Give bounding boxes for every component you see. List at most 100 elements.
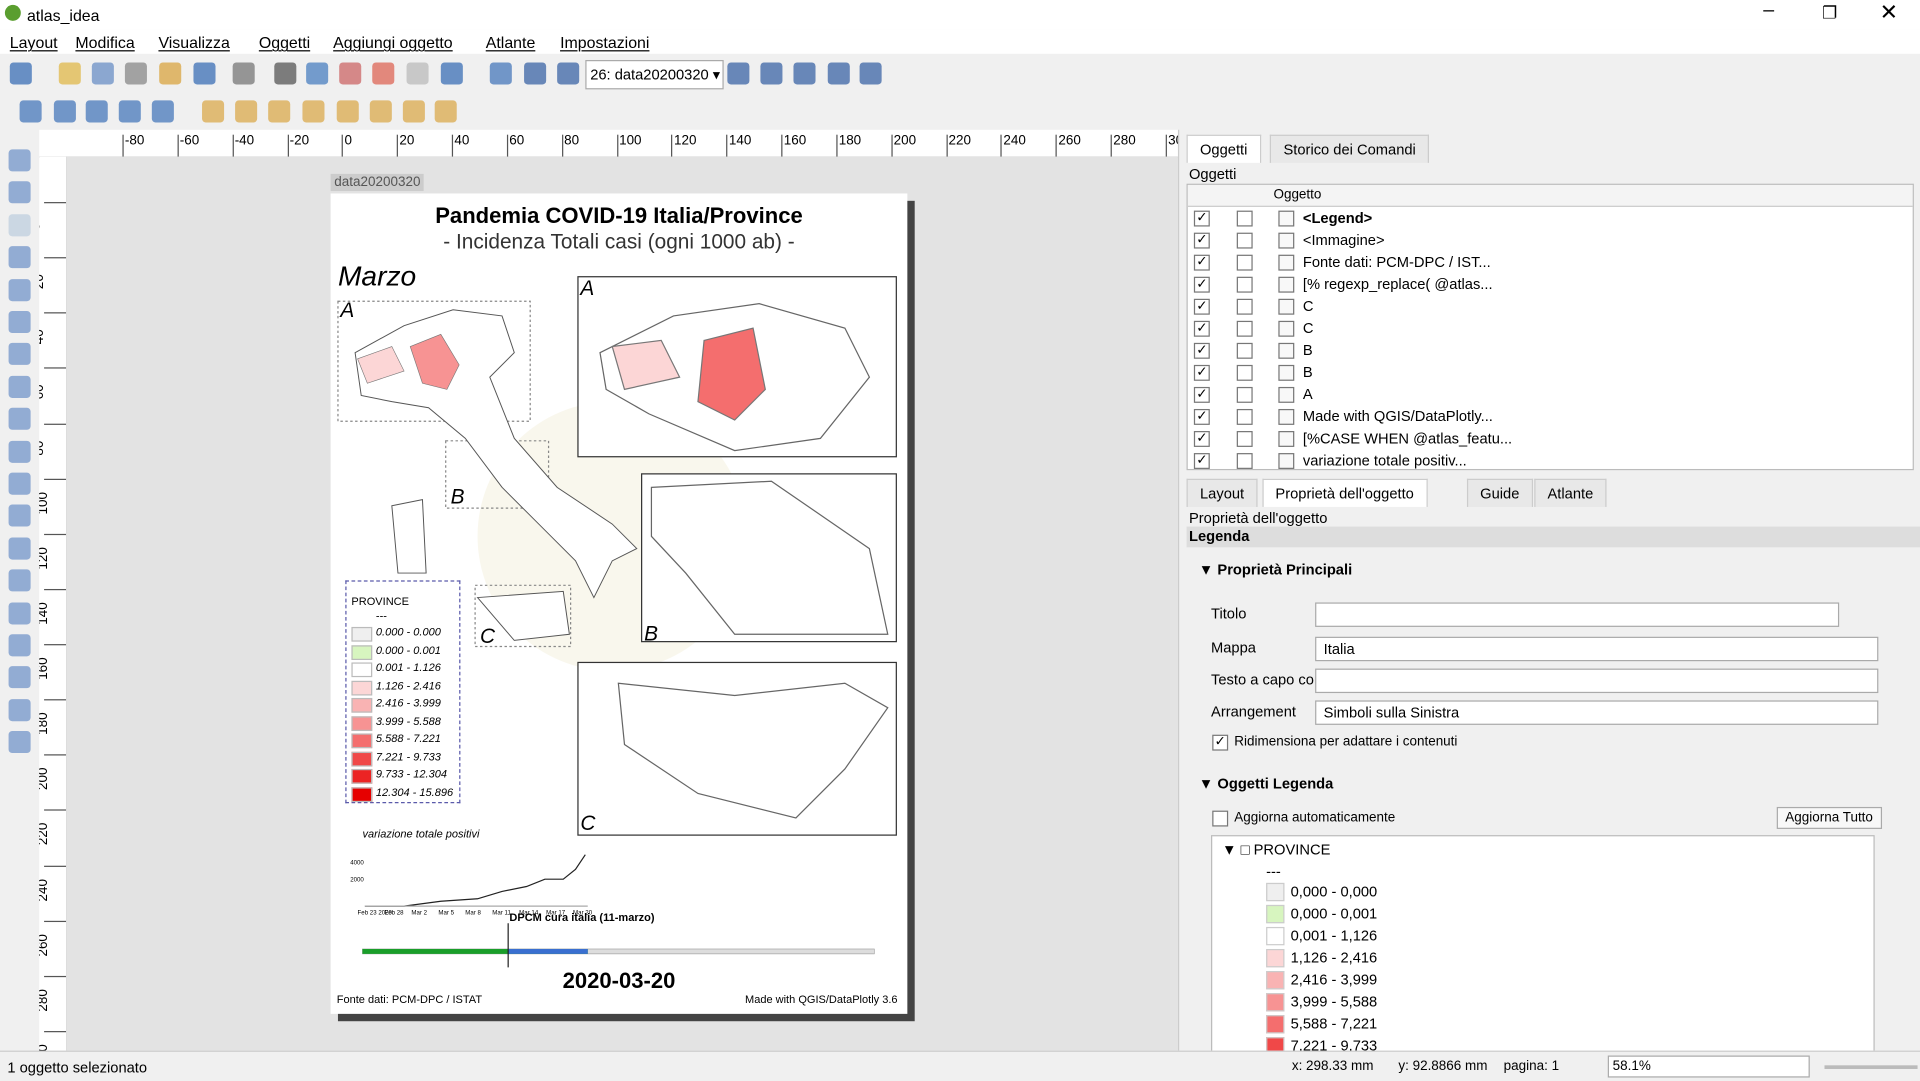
zoom-combo[interactable]: 58.1%: [1607, 1055, 1810, 1078]
item-name[interactable]: <Immagine>: [1302, 231, 1385, 249]
visible-checkbox[interactable]: ✓: [1193, 210, 1210, 227]
tool-button[interactable]: [727, 62, 750, 85]
lock-checkbox[interactable]: [1236, 254, 1253, 271]
visible-checkbox[interactable]: ✓: [1193, 431, 1210, 447]
tab[interactable]: Storico dei Comandi: [1270, 134, 1430, 163]
visible-checkbox[interactable]: ✓: [1193, 276, 1210, 293]
tool-button[interactable]: [336, 100, 359, 123]
tool-button[interactable]: [8, 698, 31, 721]
tab[interactable]: Oggetti: [1186, 134, 1261, 163]
menu-item[interactable]: Modifica: [75, 33, 135, 52]
tool-button[interactable]: [8, 311, 31, 334]
title-input[interactable]: [1315, 602, 1840, 627]
zoom-slider[interactable]: [1824, 1065, 1918, 1069]
item-name[interactable]: Made with QGIS/DataPlotly...: [1302, 407, 1493, 425]
item-name[interactable]: [% regexp_replace( @atlas...: [1302, 275, 1493, 293]
tool-button[interactable]: [202, 100, 225, 123]
lock-checkbox[interactable]: [1236, 386, 1253, 403]
arrangement-combo[interactable]: Simboli sulla Sinistra: [1315, 700, 1879, 725]
tree-label[interactable]: 5,588 - 7,221: [1290, 1015, 1378, 1033]
lock-checkbox[interactable]: [1236, 320, 1253, 337]
tool-button[interactable]: [8, 569, 31, 592]
tree-label[interactable]: 0,001 - 1,126: [1290, 926, 1378, 945]
visible-checkbox[interactable]: ✓: [1193, 453, 1210, 469]
tool-button[interactable]: [402, 100, 425, 123]
tool-button[interactable]: [19, 100, 42, 123]
tab[interactable]: Atlante: [1534, 478, 1607, 507]
tool-button[interactable]: [124, 62, 147, 85]
item-name[interactable]: <Legend>: [1302, 209, 1373, 227]
tool-button[interactable]: [369, 100, 392, 123]
tool-button[interactable]: [8, 731, 31, 754]
menu-item[interactable]: Layout: [9, 33, 58, 52]
section-header[interactable]: ▼ Proprietà Principali: [1198, 560, 1353, 578]
visible-checkbox[interactable]: ✓: [1193, 320, 1210, 337]
item-name[interactable]: C: [1302, 319, 1314, 337]
lock-checkbox[interactable]: [1236, 342, 1253, 359]
visible-checkbox[interactable]: ✓: [1193, 298, 1210, 315]
tool-button[interactable]: [232, 62, 255, 85]
visible-checkbox[interactable]: ✓: [1193, 364, 1210, 381]
tool-button[interactable]: [827, 62, 850, 85]
tool-button[interactable]: [8, 537, 31, 560]
item-name[interactable]: [%CASE WHEN @atlas_featu...: [1302, 429, 1513, 447]
tool-button[interactable]: [760, 62, 783, 85]
tool-button[interactable]: [8, 181, 31, 204]
lock-checkbox[interactable]: [1236, 298, 1253, 315]
lock-checkbox[interactable]: [1236, 364, 1253, 381]
tab[interactable]: Layout: [1186, 478, 1258, 507]
tool-button[interactable]: [306, 62, 329, 85]
visible-checkbox[interactable]: ✓: [1193, 408, 1210, 425]
layout-canvas[interactable]: data20200320 Pandemia COVID-19 Italia/Pr…: [66, 156, 1178, 1051]
tool-button[interactable]: [793, 62, 816, 85]
tree-label[interactable]: 0,000 - 0,001: [1290, 904, 1378, 923]
tool-button[interactable]: [53, 100, 76, 123]
tree-label[interactable]: 2,416 - 3,999: [1290, 971, 1378, 989]
tool-button[interactable]: [151, 100, 174, 123]
tool-button[interactable]: [8, 375, 31, 398]
tree-label[interactable]: 0,000 - 0,000: [1290, 882, 1378, 901]
tree-label[interactable]: 1,126 - 2,416: [1290, 948, 1378, 967]
tool-button[interactable]: [268, 100, 291, 123]
menu-item[interactable]: Visualizza: [158, 33, 230, 52]
map-combo[interactable]: Italia: [1315, 636, 1879, 662]
tool-button[interactable]: [8, 343, 31, 366]
tree-label[interactable]: 3,999 - 5,588: [1290, 993, 1378, 1011]
tool-button[interactable]: [8, 149, 31, 172]
tool-button[interactable]: [372, 62, 395, 85]
item-name[interactable]: variazione totale positiv...: [1302, 451, 1467, 469]
tool-button[interactable]: [235, 100, 258, 123]
legend[interactable]: PROVINCE --- 0.000 - 0.000 0.000 - 0.001 0.0…: [345, 580, 461, 804]
wrap-input[interactable]: [1315, 668, 1879, 694]
tab[interactable]: Guide: [1466, 478, 1533, 507]
menu-item[interactable]: Oggetti: [258, 33, 311, 52]
tool-button[interactable]: [524, 62, 547, 85]
tool-button[interactable]: [159, 62, 182, 85]
item-name[interactable]: B: [1302, 363, 1313, 381]
tool-button[interactable]: [8, 214, 31, 237]
section-header[interactable]: ▼ Oggetti Legenda: [1198, 775, 1334, 793]
lock-checkbox[interactable]: [1236, 232, 1253, 249]
tool-button[interactable]: [9, 62, 32, 85]
item-name[interactable]: Fonte dati: PCM-DPC / IST...: [1302, 253, 1491, 271]
tool-button[interactable]: [91, 62, 114, 85]
menu-item[interactable]: Atlante: [485, 33, 536, 52]
visible-checkbox[interactable]: ✓: [1193, 232, 1210, 249]
menu-item[interactable]: Aggiungi oggetto: [333, 33, 453, 52]
tool-button[interactable]: [8, 634, 31, 657]
tab[interactable]: Proprietà dell'oggetto: [1261, 478, 1428, 507]
update-button[interactable]: Aggiorna Tutto: [1776, 806, 1882, 829]
tool-button[interactable]: [8, 666, 31, 689]
tree-label[interactable]: 7,221 - 9,733: [1290, 1037, 1378, 1055]
tool-button[interactable]: [85, 100, 108, 123]
tool-button[interactable]: [440, 62, 463, 85]
tree-layer[interactable]: ▼ □ PROVINCE: [1222, 841, 1331, 859]
menu-item[interactable]: Impostazioni: [560, 33, 650, 52]
item-name[interactable]: C: [1302, 297, 1314, 315]
tool-button[interactable]: [302, 100, 325, 123]
tool-button[interactable]: [8, 440, 31, 463]
checkbox[interactable]: [1212, 810, 1229, 827]
tool-button[interactable]: [489, 62, 512, 85]
visible-checkbox[interactable]: ✓: [1193, 386, 1210, 403]
tool-button[interactable]: [406, 62, 429, 85]
